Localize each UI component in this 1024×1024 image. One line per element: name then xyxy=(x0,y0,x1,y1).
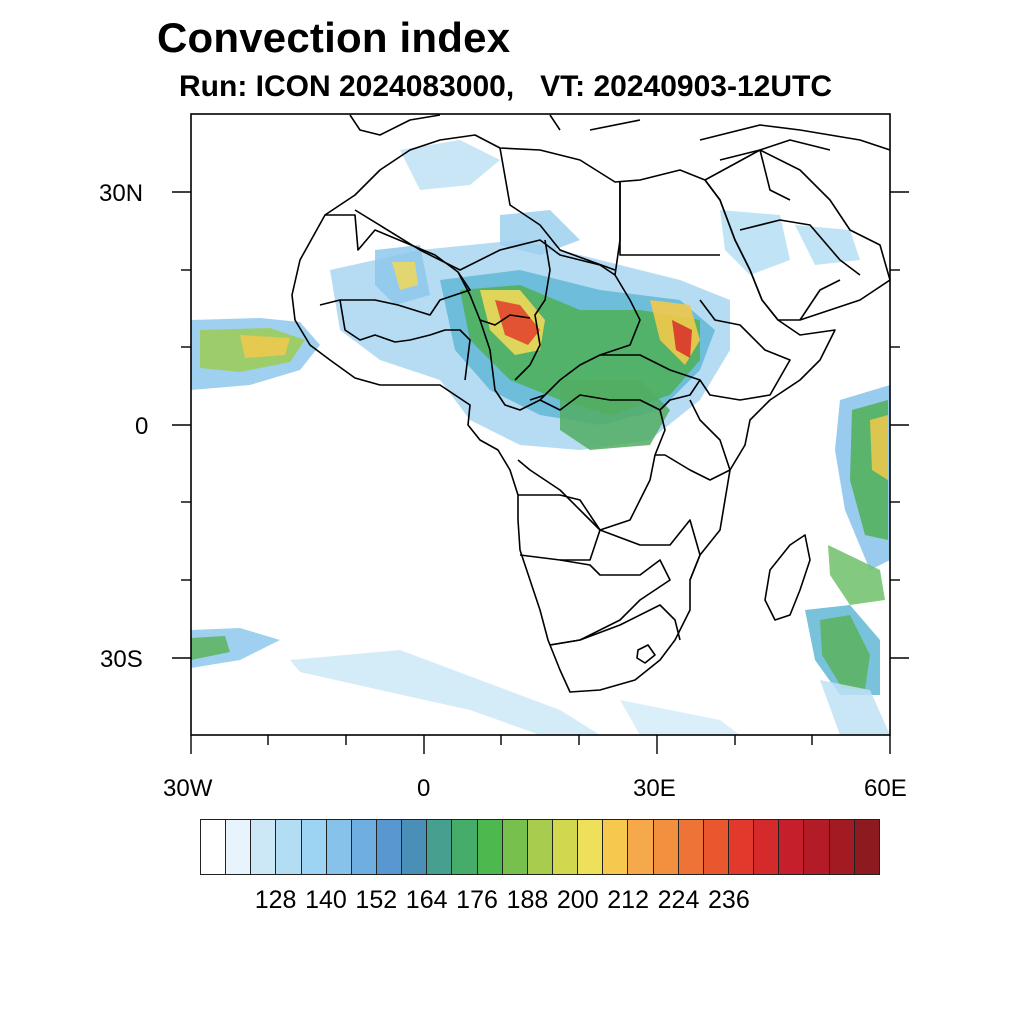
field-madagascar-east xyxy=(828,545,885,605)
colorbar-swatch xyxy=(854,820,879,874)
colorbar-swatch xyxy=(829,820,855,874)
colorbar xyxy=(200,819,880,875)
colorbar-swatch xyxy=(427,820,453,874)
colorbar-label: 164 xyxy=(405,886,448,914)
border-zambia-mozambique xyxy=(599,519,701,581)
colorbar-swatch xyxy=(226,820,252,874)
field-south-band-east xyxy=(620,700,740,735)
axis-ticks xyxy=(172,191,909,754)
colorbar-swatch xyxy=(552,820,579,874)
chart-subtitle: Run: ICON 2024083000, VT: 20240903-12UTC xyxy=(179,70,832,104)
colorbar-swatch xyxy=(628,820,654,874)
border-mauritania xyxy=(319,214,471,316)
border-algeria-mali xyxy=(354,182,621,276)
field-atlantic-hot xyxy=(240,335,290,358)
border-south-africa xyxy=(549,604,681,646)
field-congo xyxy=(560,380,670,450)
border-angola xyxy=(518,494,601,561)
madagascar xyxy=(764,534,811,621)
field-south-atlantic-west-core xyxy=(191,636,230,660)
colorbar-label: 224 xyxy=(657,886,700,914)
colorbar-swatch xyxy=(728,820,755,874)
colorbar-swatch xyxy=(301,820,327,874)
arabia-north-borders xyxy=(719,139,831,201)
colorbar-swatch xyxy=(653,820,679,874)
colorbar-swatch xyxy=(603,820,629,874)
colorbar-swatch xyxy=(376,820,403,874)
lon-label-30w: 30W xyxy=(163,775,213,802)
colorbar-label: 188 xyxy=(506,886,549,914)
field-south-indian-core xyxy=(820,615,870,690)
chart-title: Convection index xyxy=(157,14,511,61)
field-sahara-central xyxy=(500,210,580,255)
lat-label-30s: 30S xyxy=(100,646,143,673)
colorbar-swatch xyxy=(527,820,553,874)
colorbar-label: 176 xyxy=(456,886,498,914)
border-niger-nigeria xyxy=(457,271,531,326)
valid-time-label: VT: 20240903-12UTC xyxy=(540,70,832,103)
run-label: Run: ICON 2024083000, xyxy=(179,70,515,103)
colorbar-swatch xyxy=(804,820,830,874)
field-sahara-north xyxy=(400,140,500,190)
colorbar-swatch xyxy=(276,820,302,874)
colorbar-swatch xyxy=(779,820,805,874)
border-libya xyxy=(499,147,616,271)
field-south-atlantic-band xyxy=(290,650,600,735)
arabia-inner-borders xyxy=(739,219,861,321)
lon-label-60e: 60E xyxy=(864,775,907,802)
border-drc xyxy=(517,394,666,531)
colorbar-swatch xyxy=(578,820,604,874)
field-south-indian-tail xyxy=(820,680,890,735)
colorbar-swatch xyxy=(452,820,478,874)
colorbar-swatch xyxy=(351,820,377,874)
convection-field xyxy=(191,140,890,735)
colorbar-label: 212 xyxy=(607,886,649,914)
border-west-africa xyxy=(339,299,471,381)
field-indian-ocean-hot xyxy=(870,415,888,480)
border-namibia xyxy=(549,559,671,646)
border-chad xyxy=(514,239,551,381)
colorbar-swatch xyxy=(502,820,528,874)
lon-label-30e: 30E xyxy=(633,775,676,802)
colorbar-swatch xyxy=(678,820,704,874)
colorbar-swatch xyxy=(402,820,428,874)
field-sahel-red-east xyxy=(672,320,692,358)
colorbar-swatch xyxy=(703,820,729,874)
lat-label-0: 0 xyxy=(135,413,149,440)
lesotho xyxy=(636,644,656,664)
colorbar-label: 200 xyxy=(556,886,599,914)
border-kenya-tanzania xyxy=(655,399,731,481)
border-egypt xyxy=(619,182,720,256)
colorbar-label: 140 xyxy=(305,886,347,914)
field-mauritania-core xyxy=(392,262,418,290)
colorbar-label: 152 xyxy=(355,886,398,914)
colorbar-label: 236 xyxy=(708,886,750,914)
colorbar-swatch xyxy=(251,820,277,874)
africa-coastline xyxy=(291,134,836,693)
colorbar-swatch xyxy=(754,820,780,874)
field-sahel-red-west xyxy=(495,300,540,345)
lat-label-30n: 30N xyxy=(99,180,144,207)
colorbar-swatch xyxy=(326,820,352,874)
field-arabia xyxy=(720,210,790,275)
colorbar-swatch xyxy=(201,820,227,874)
lon-label-0: 0 xyxy=(417,775,431,802)
colorbar-swatch xyxy=(477,820,503,874)
mediterranean-europe xyxy=(349,114,891,151)
border-ethiopia xyxy=(699,299,791,401)
arabian-peninsula xyxy=(704,149,891,321)
country-borders xyxy=(291,114,891,693)
colorbar-label: 128 xyxy=(254,886,297,914)
